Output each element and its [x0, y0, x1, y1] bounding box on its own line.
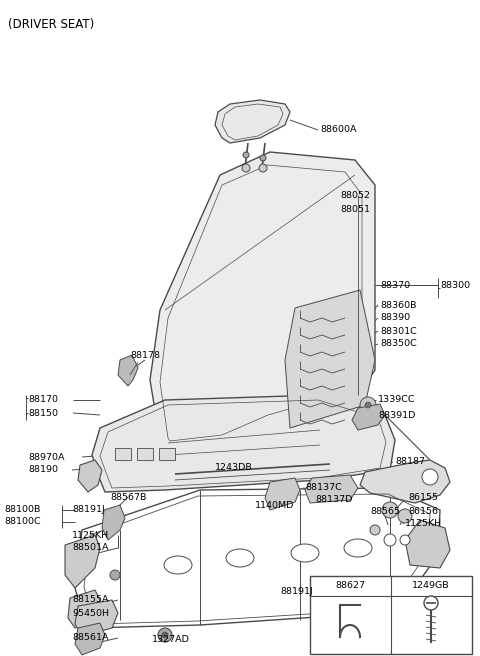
Text: 88567B: 88567B [110, 493, 146, 501]
Circle shape [260, 155, 266, 161]
Circle shape [398, 509, 412, 523]
Text: 88970A: 88970A [28, 453, 64, 462]
Circle shape [384, 534, 396, 546]
Text: 1249GB: 1249GB [412, 581, 450, 590]
Ellipse shape [226, 549, 254, 567]
Ellipse shape [291, 544, 319, 562]
Text: 88390: 88390 [380, 314, 410, 323]
Polygon shape [360, 460, 450, 503]
Polygon shape [215, 100, 290, 143]
Text: 88561A: 88561A [72, 634, 108, 642]
Text: 88190: 88190 [28, 466, 58, 474]
Text: 88187: 88187 [395, 457, 425, 466]
Polygon shape [92, 395, 395, 492]
Bar [137, 448, 153, 460]
Polygon shape [285, 290, 375, 428]
Polygon shape [265, 478, 300, 510]
Ellipse shape [164, 556, 192, 574]
Circle shape [242, 164, 250, 172]
Text: 88300: 88300 [440, 281, 470, 289]
Text: 88100C: 88100C [4, 518, 41, 527]
Polygon shape [150, 152, 375, 445]
Circle shape [422, 469, 438, 485]
Circle shape [424, 596, 438, 610]
Text: 1125KH: 1125KH [405, 520, 442, 529]
Circle shape [158, 628, 172, 642]
Circle shape [162, 632, 168, 638]
Text: 88627: 88627 [335, 581, 365, 590]
Text: 88051: 88051 [340, 205, 370, 215]
Text: (DRIVER SEAT): (DRIVER SEAT) [8, 18, 94, 31]
Text: 88350C: 88350C [380, 340, 417, 348]
Circle shape [110, 570, 120, 580]
Text: 1327AD: 1327AD [152, 636, 190, 644]
Text: 86156: 86156 [408, 508, 438, 516]
Circle shape [365, 402, 371, 408]
Circle shape [382, 502, 398, 518]
Text: 1243DB: 1243DB [215, 464, 253, 472]
Bar [310, 576, 472, 654]
Polygon shape [118, 355, 138, 386]
Text: 88137C: 88137C [305, 483, 342, 493]
Text: 88501A: 88501A [72, 544, 108, 552]
Polygon shape [305, 475, 358, 503]
Text: 88150: 88150 [28, 409, 58, 417]
Text: 88191J: 88191J [280, 588, 313, 596]
Text: 88100B: 88100B [4, 506, 40, 514]
Text: 88178: 88178 [130, 350, 160, 359]
Text: 88370: 88370 [380, 281, 410, 289]
Text: 88565: 88565 [370, 508, 400, 516]
Text: 88052: 88052 [340, 190, 370, 199]
Polygon shape [405, 520, 450, 568]
Polygon shape [75, 600, 118, 636]
Polygon shape [65, 535, 100, 588]
Text: 88391D: 88391D [378, 411, 415, 420]
Polygon shape [75, 623, 105, 655]
Text: 88600A: 88600A [320, 125, 357, 134]
Circle shape [335, 585, 345, 595]
Text: 1339CC: 1339CC [378, 396, 416, 405]
Bar [159, 448, 175, 460]
Text: 95450H: 95450H [72, 609, 109, 617]
Text: 88301C: 88301C [380, 327, 417, 335]
Text: 88360B: 88360B [380, 300, 417, 310]
Polygon shape [78, 460, 102, 492]
Circle shape [400, 535, 410, 545]
Circle shape [259, 164, 267, 172]
Polygon shape [102, 505, 125, 540]
Circle shape [360, 397, 376, 413]
Text: 88170: 88170 [28, 396, 58, 405]
Text: 1125KH: 1125KH [72, 531, 109, 539]
Polygon shape [352, 404, 385, 430]
Ellipse shape [344, 539, 372, 557]
Polygon shape [68, 590, 100, 628]
Text: 88137D: 88137D [315, 495, 352, 504]
Text: 1140MD: 1140MD [255, 501, 294, 510]
Bar [115, 448, 131, 460]
Circle shape [370, 525, 380, 535]
Text: 86155: 86155 [408, 493, 438, 502]
Circle shape [243, 152, 249, 158]
Text: 88155A: 88155A [72, 596, 108, 604]
Text: 88191J: 88191J [72, 506, 105, 514]
